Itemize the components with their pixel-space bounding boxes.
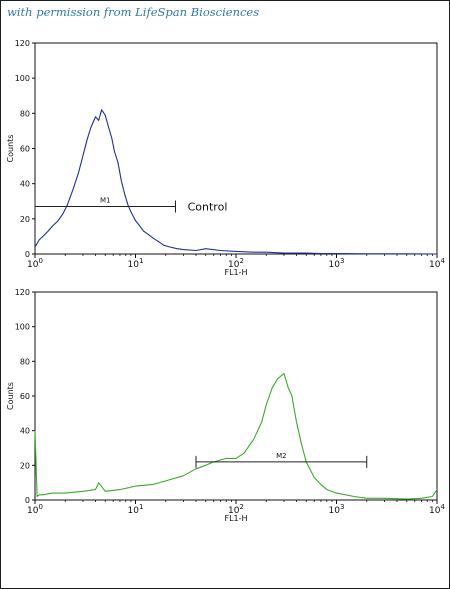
gate-marker: M1 — [34, 197, 176, 213]
x-tick-base: 10 — [27, 260, 39, 270]
x-tick-exponent: 0 — [38, 503, 42, 511]
x-tick-exponent: 1 — [139, 257, 143, 265]
credit-text: with permission from LifeSpan Bioscience… — [7, 5, 260, 19]
x-tick-base: 10 — [429, 506, 441, 516]
x-tick-label: 101 — [128, 257, 144, 270]
x-tick-base: 10 — [27, 506, 39, 516]
y-tick-label: 120 — [15, 288, 30, 297]
x-tick-exponent: 4 — [440, 503, 445, 511]
x-tick-exponent: 1 — [139, 503, 143, 511]
x-tick-label: 102 — [228, 257, 244, 270]
x-tick-label: 104 — [429, 503, 445, 516]
histogram-line — [34, 372, 438, 500]
gate-label: M1 — [100, 197, 111, 205]
y-tick-label: 0 — [25, 250, 30, 259]
x-tick-base: 10 — [329, 260, 341, 270]
y-tick-label: 100 — [15, 74, 30, 83]
plot-frame — [34, 291, 438, 501]
y-tick-label: 20 — [20, 461, 30, 470]
histogram-line — [34, 109, 438, 255]
gate-label: M2 — [276, 452, 287, 460]
control-annotation: Control — [188, 201, 228, 214]
y-axis-label: Counts — [6, 382, 15, 410]
y-tick-label: 80 — [20, 357, 30, 366]
y-tick-label: 120 — [15, 39, 30, 48]
x-tick-base: 10 — [228, 506, 240, 516]
x-axis-label: FL1-H — [224, 514, 247, 523]
x-tick-label: 103 — [329, 257, 345, 270]
y-tick-label: 100 — [15, 323, 30, 332]
x-axis-label: FL1-H — [224, 268, 247, 277]
y-tick-label: 60 — [20, 145, 30, 154]
x-tick-base: 10 — [329, 506, 341, 516]
x-tick-base: 10 — [128, 260, 140, 270]
y-tick-label: 80 — [20, 109, 30, 118]
y-tick-label: 20 — [20, 215, 30, 224]
x-tick-base: 10 — [228, 260, 240, 270]
plot-frame — [34, 42, 438, 255]
x-tick-label: 100 — [27, 503, 43, 516]
x-tick-label: 104 — [429, 257, 445, 270]
y-axis-label: Counts — [6, 135, 15, 163]
y-tick-label: 40 — [20, 180, 30, 189]
x-tick-label: 102 — [228, 503, 244, 516]
x-tick-label: 103 — [329, 503, 345, 516]
y-tick-label: 40 — [20, 427, 30, 436]
x-tick-exponent: 3 — [340, 503, 344, 511]
y-tick-label: 0 — [25, 496, 30, 505]
gate-marker: M2 — [195, 452, 368, 468]
y-tick-label: 60 — [20, 392, 30, 401]
x-tick-exponent: 2 — [239, 257, 243, 265]
x-tick-exponent: 4 — [440, 257, 445, 265]
x-tick-label: 101 — [128, 503, 144, 516]
x-tick-label: 100 — [27, 257, 43, 270]
x-tick-exponent: 2 — [239, 503, 243, 511]
x-tick-base: 10 — [429, 260, 441, 270]
x-tick-base: 10 — [128, 506, 140, 516]
x-tick-exponent: 0 — [38, 257, 42, 265]
x-tick-exponent: 3 — [340, 257, 344, 265]
